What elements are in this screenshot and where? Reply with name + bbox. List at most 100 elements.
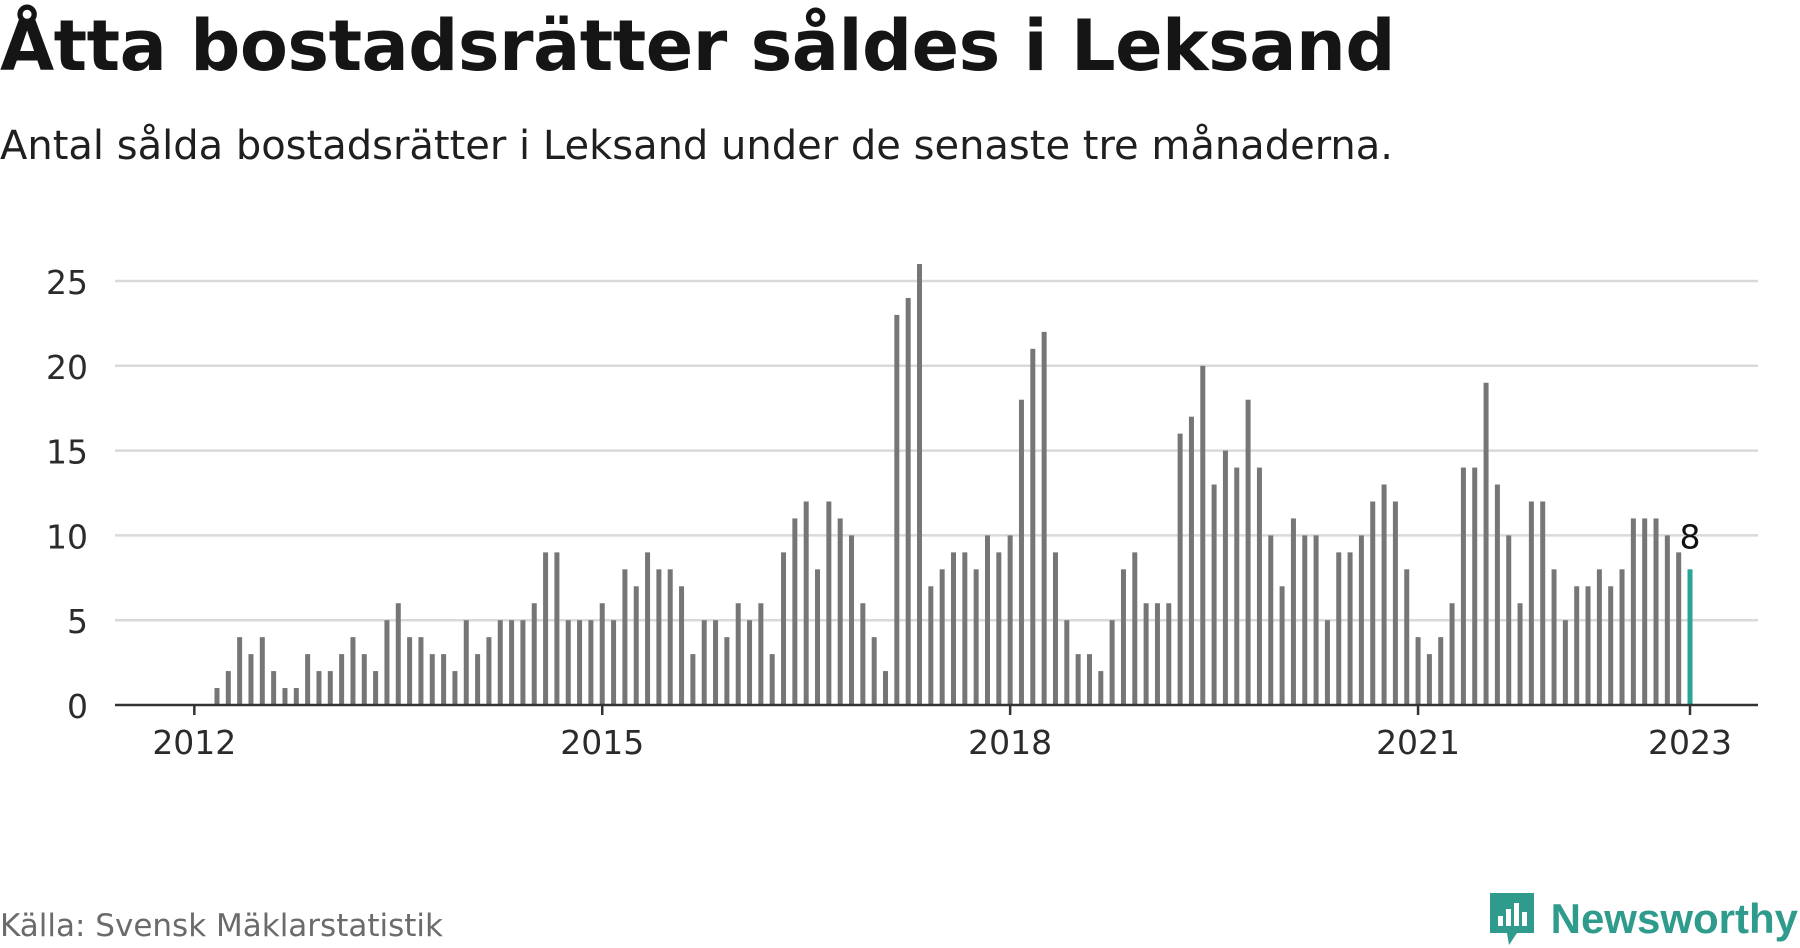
bar [373, 671, 379, 705]
bar [486, 637, 492, 705]
bar [577, 620, 583, 705]
x-tick-label: 2015 [560, 723, 644, 762]
bar [463, 620, 469, 705]
bar [565, 620, 571, 705]
bar [1041, 331, 1047, 705]
y-tick-label: 20 [46, 348, 88, 387]
bar [475, 654, 481, 705]
x-axis: 2012 2015 2018 2021 2023 [115, 703, 1758, 762]
bar [1392, 501, 1398, 705]
bar [1506, 535, 1512, 705]
bar [1528, 501, 1534, 705]
bar [962, 552, 968, 705]
bar [1290, 518, 1296, 705]
bar [622, 569, 628, 705]
bar [701, 620, 707, 705]
bar [1302, 535, 1308, 705]
bar [271, 671, 277, 705]
bar [395, 603, 401, 705]
x-tick-label: 2021 [1376, 723, 1460, 762]
bar [1177, 433, 1183, 705]
bar [1336, 552, 1342, 705]
brand-name: Newsworthy [1550, 895, 1798, 942]
bar [1086, 654, 1092, 705]
bar [543, 552, 549, 705]
bar [769, 654, 775, 705]
bar [1166, 603, 1172, 705]
bar [1483, 382, 1489, 705]
bar [803, 501, 809, 705]
bar [1211, 484, 1217, 705]
bar [1438, 637, 1444, 705]
bar [350, 637, 356, 705]
bar [384, 620, 390, 705]
bar [1460, 467, 1466, 705]
bar [1075, 654, 1081, 705]
bar [554, 552, 560, 705]
newsworthy-logo-icon [1489, 893, 1534, 945]
y-tick-label: 10 [46, 517, 88, 556]
bar [1234, 467, 1240, 705]
bar [1653, 518, 1659, 705]
bar [1279, 586, 1285, 705]
bar [520, 620, 526, 705]
bar [509, 620, 515, 705]
bar [1018, 399, 1024, 705]
bar [1596, 569, 1602, 705]
bar [1200, 365, 1206, 705]
bar [905, 297, 911, 705]
bar [860, 603, 866, 705]
bar [1449, 603, 1455, 705]
bar [1381, 484, 1387, 705]
bar [1676, 552, 1682, 705]
y-tick-label: 5 [67, 602, 88, 641]
bar [1664, 535, 1670, 705]
bar [1154, 603, 1160, 705]
bar-highlight [1687, 569, 1693, 705]
bar [305, 654, 311, 705]
bar [735, 603, 741, 705]
annotations: 8 [1680, 517, 1701, 556]
bar [599, 603, 605, 705]
bar [1030, 348, 1036, 705]
bar [758, 603, 764, 705]
bar [1347, 552, 1353, 705]
bar [1222, 450, 1228, 705]
bar [1426, 654, 1432, 705]
bar [883, 671, 889, 705]
bar [1098, 671, 1104, 705]
bar [690, 654, 696, 705]
chart-title: Åtta bostadsrätter såldes i Leksand [0, 5, 1395, 87]
bar [1370, 501, 1376, 705]
bar [282, 688, 288, 705]
bar [1415, 637, 1421, 705]
bar [1642, 518, 1648, 705]
bar [225, 671, 231, 705]
bar [1585, 586, 1591, 705]
bar [1574, 586, 1580, 705]
bar [973, 569, 979, 705]
chart-subtitle: Antal sålda bostadsrätter i Leksand unde… [0, 123, 1394, 169]
brand: Newsworthy [1487, 890, 1798, 948]
bar [1358, 535, 1364, 705]
bar [951, 552, 956, 705]
bar [633, 586, 639, 705]
bar [996, 552, 1002, 705]
bar [1188, 416, 1194, 705]
gridlines [115, 279, 1758, 622]
bar [316, 671, 322, 705]
bar [1472, 467, 1478, 705]
bar [248, 654, 254, 705]
bar [1245, 399, 1251, 705]
bar [837, 518, 843, 705]
bar [894, 314, 900, 705]
source-note: Källa: Svensk Mäklarstatistik [0, 908, 443, 944]
bar [1324, 620, 1330, 705]
bar [1268, 535, 1274, 705]
bar [497, 620, 503, 705]
bar [928, 586, 934, 705]
bar [792, 518, 798, 705]
bar [1562, 620, 1568, 705]
y-tick-label: 15 [46, 433, 88, 472]
bar [826, 501, 832, 705]
